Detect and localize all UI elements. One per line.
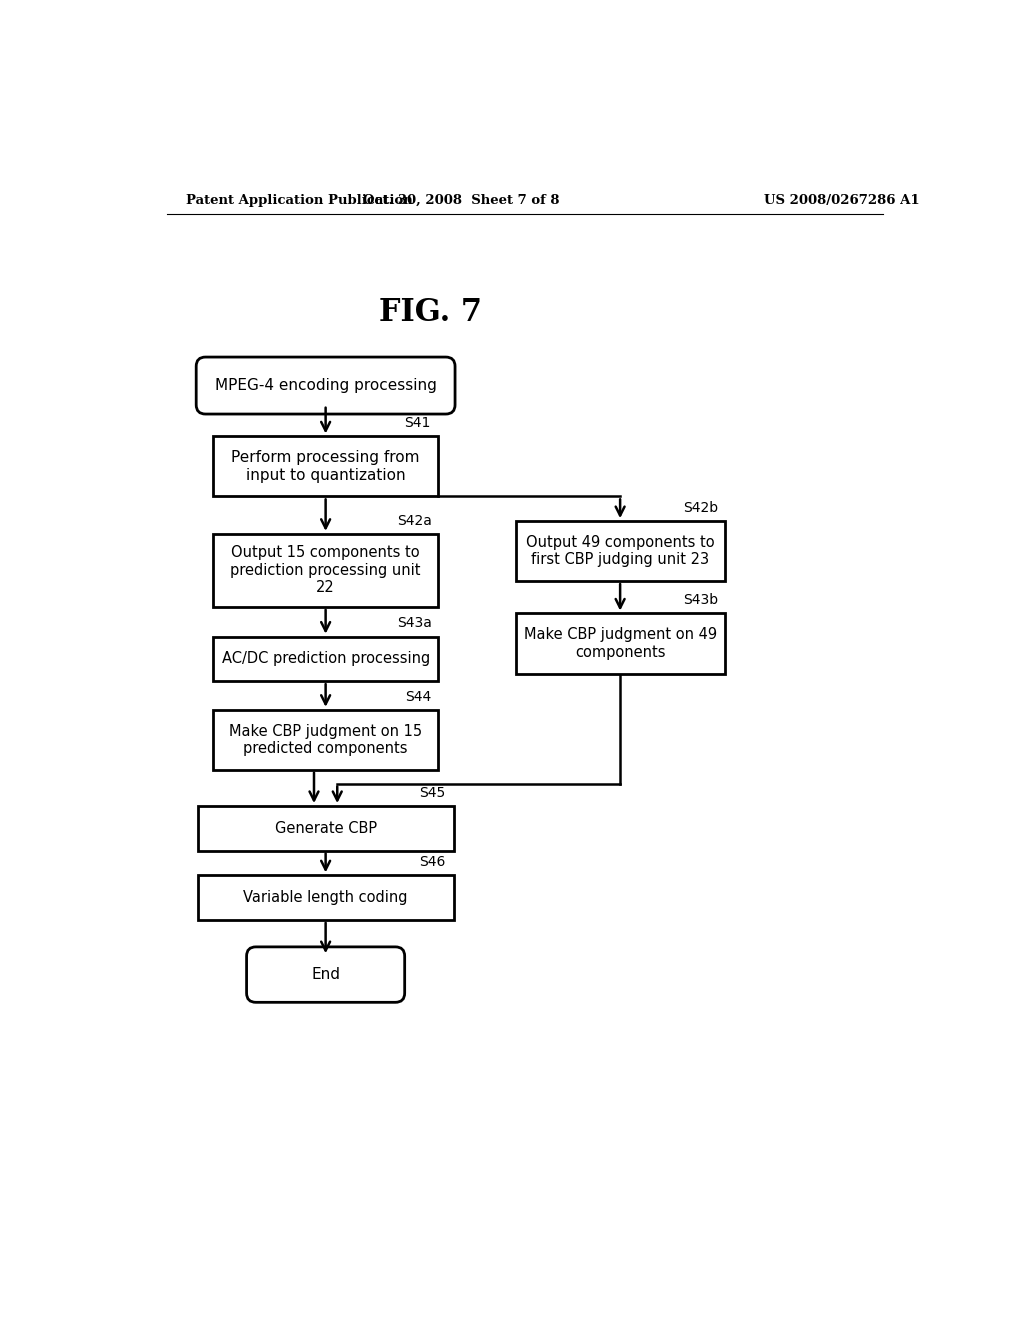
FancyBboxPatch shape [197,358,455,414]
Text: S42b: S42b [683,500,719,515]
Bar [213,437,438,496]
Text: Patent Application Publication: Patent Application Publication [186,194,413,207]
Text: FIG. 7: FIG. 7 [379,297,481,327]
Text: US 2008/0267286 A1: US 2008/0267286 A1 [764,194,920,207]
Text: End: End [311,968,340,982]
Text: MPEG-4 encoding processing: MPEG-4 encoding processing [215,378,436,393]
Text: Output 15 components to
prediction processing unit
22: Output 15 components to prediction proce… [230,545,421,595]
Text: S43b: S43b [683,593,719,607]
Bar [198,875,454,920]
Text: AC/DC prediction processing: AC/DC prediction processing [221,651,430,667]
FancyBboxPatch shape [247,946,404,1002]
Text: S43a: S43a [397,616,432,631]
Text: S46: S46 [420,855,445,869]
Bar [213,710,438,770]
Text: Output 49 components to
first CBP judging unit 23: Output 49 components to first CBP judgin… [525,535,715,568]
Text: S45: S45 [420,785,445,800]
Bar [213,533,438,607]
Text: Make CBP judgment on 49
components: Make CBP judgment on 49 components [523,627,717,660]
Bar [198,807,454,850]
Text: S44: S44 [406,689,432,704]
Text: S41: S41 [403,416,430,430]
Text: Make CBP judgment on 15
predicted components: Make CBP judgment on 15 predicted compon… [229,723,422,756]
Text: S42a: S42a [397,513,432,528]
Text: Variable length coding: Variable length coding [244,890,408,906]
Bar [213,636,438,681]
Bar [515,521,725,581]
Text: Oct. 30, 2008  Sheet 7 of 8: Oct. 30, 2008 Sheet 7 of 8 [362,194,559,207]
Bar [515,614,725,673]
Text: Perform processing from
input to quantization: Perform processing from input to quantiz… [231,450,420,483]
Text: Generate CBP: Generate CBP [274,821,377,836]
